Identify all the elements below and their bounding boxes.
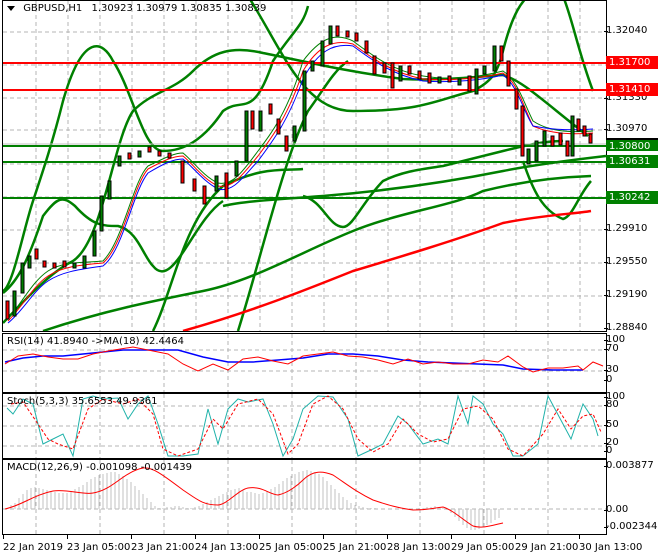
rsi-tick: 30 <box>604 364 619 375</box>
price-axis[interactable]: 1.32040 1.31330 1.30970 1.29910 1.29550 … <box>603 0 660 333</box>
price-tick: 1.28840 <box>603 322 648 333</box>
symbol-label: GBPUSD,H1 <box>23 3 83 14</box>
stochastic-panel[interactable]: Stoch(5,3,3) 35.6553 49.9361 <box>2 393 607 459</box>
ohlc-values: 1.30923 1.30979 1.30835 1.30839 <box>91 3 267 14</box>
stochastic-plot <box>3 394 606 458</box>
macd-tick: -0.002344 <box>603 521 658 532</box>
price-tick: 1.32040 <box>603 25 648 36</box>
support-level-tag: 1.30800 <box>606 138 658 152</box>
price-tick: 1.29550 <box>603 256 648 267</box>
chart-header: GBPUSD,H1 1.30923 1.30979 1.30835 1.3083… <box>7 3 266 14</box>
rsi-panel[interactable]: RSI(14) 41.8940 ->MA(18) 42.4464 <box>2 333 607 393</box>
macd-panel[interactable]: MACD(12,26,9) -0.001098 -0.001439 <box>2 459 607 535</box>
macd-plot <box>3 460 606 534</box>
support-level-tag: 1.30242 <box>606 191 658 204</box>
price-plot <box>3 1 606 331</box>
rsi-tick: 100 <box>603 334 626 345</box>
time-label: 24 Jan 13:00 <box>195 534 259 553</box>
time-label: 28 Jan 13:00 <box>387 534 451 553</box>
stochastic-tick: 50 <box>604 419 619 430</box>
macd-histogram <box>10 470 500 530</box>
support-level-tag: 1.30631 <box>606 155 658 168</box>
price-tick: 1.29910 <box>603 223 648 234</box>
rsi-tick: 70 <box>604 343 619 354</box>
time-label: 29 Jan 21:00 <box>515 534 579 553</box>
triangle-down-icon[interactable] <box>7 5 15 11</box>
time-label: 25 Jan 05:00 <box>259 534 323 553</box>
price-tick: 1.29190 <box>603 289 648 300</box>
time-axis-line <box>2 534 606 535</box>
stochastic-tick: 100 <box>603 391 626 402</box>
stochastic-axis: 100 80 50 20 0 <box>603 391 660 457</box>
time-label: 23 Jan 21:00 <box>131 534 195 553</box>
stochastic-tick: 80 <box>604 399 619 410</box>
rsi-axis: 100 70 30 0 <box>603 333 660 391</box>
time-label: 25 Jan 21:00 <box>323 534 387 553</box>
macd-tick: 0.00 <box>603 504 629 515</box>
resistance-level-tag: 1.31410 <box>606 83 658 96</box>
macd-tick: 0.003877 <box>604 460 654 471</box>
time-label: 22 Jan 2019 <box>3 534 63 553</box>
time-label: 23 Jan 05:00 <box>67 534 131 553</box>
resistance-level-tag: 1.31700 <box>606 56 658 69</box>
rsi-tick: 0 <box>603 374 613 385</box>
price-tick: 1.31330 <box>603 92 648 103</box>
rsi-title: RSI(14) 41.8940 ->MA(18) 42.4464 <box>7 336 184 347</box>
time-label: 30 Jan 13:00 <box>579 534 643 553</box>
macd-title: MACD(12,26,9) -0.001098 -0.001439 <box>7 462 192 473</box>
rsi-plot <box>3 334 606 392</box>
time-label: 29 Jan 05:00 <box>451 534 515 553</box>
stochastic-tick: 20 <box>604 437 619 448</box>
price-tick: 1.30970 <box>603 123 648 134</box>
stochastic-title: Stoch(5,3,3) 35.6553 49.9361 <box>7 396 158 407</box>
stochastic-tick: 0 <box>603 445 613 456</box>
macd-axis: 0.003877 0.00 -0.002344 <box>603 459 660 533</box>
main-price-chart[interactable]: GBPUSD,H1 1.30923 1.30979 1.30835 1.3083… <box>2 0 607 332</box>
